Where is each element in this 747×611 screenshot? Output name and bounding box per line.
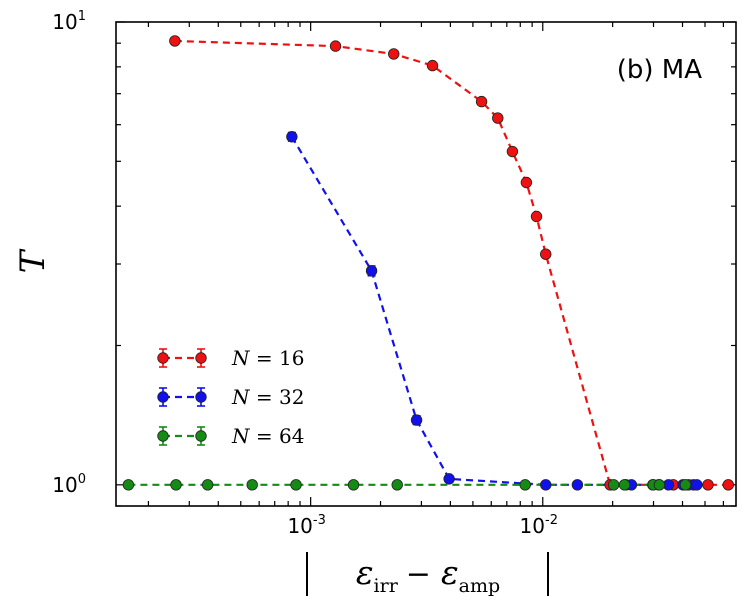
legend-item-16: N = 16 bbox=[157, 346, 304, 370]
legend-marker bbox=[157, 352, 169, 364]
data-point-64 bbox=[201, 479, 214, 491]
legend-marker bbox=[195, 430, 207, 442]
data-point-64 bbox=[618, 479, 631, 491]
x-axis-label: εirr − εamp bbox=[306, 552, 549, 597]
series-line-32 bbox=[290, 136, 697, 486]
legend-marker bbox=[157, 391, 169, 403]
data-point-32 bbox=[571, 479, 584, 491]
data-point-16 bbox=[388, 48, 400, 60]
data-point-32 bbox=[410, 414, 423, 426]
legend-label: N = 64 bbox=[231, 424, 304, 448]
data-point-16 bbox=[475, 95, 488, 108]
data-point-64 bbox=[653, 479, 666, 491]
legend-item-32: N = 32 bbox=[157, 385, 304, 409]
data-point-16 bbox=[329, 40, 342, 52]
data-point-64 bbox=[290, 479, 302, 491]
error-bars bbox=[287, 131, 550, 426]
data-point-32 bbox=[691, 479, 703, 491]
data-point-32 bbox=[286, 131, 298, 143]
y-tick-label: 101 bbox=[52, 9, 86, 34]
data-point-16 bbox=[722, 479, 735, 491]
legend-label: N = 16 bbox=[231, 346, 304, 370]
legend-marker bbox=[195, 352, 207, 364]
panel-label: (b) MA bbox=[617, 55, 702, 85]
data-point-16 bbox=[426, 59, 439, 72]
legend: N = 16 N = 32 N = 64 bbox=[157, 346, 304, 448]
data-point-16 bbox=[702, 479, 714, 491]
data-point-32 bbox=[443, 473, 455, 485]
legend-marker bbox=[195, 391, 207, 403]
data-points bbox=[122, 35, 735, 491]
data-point-16 bbox=[520, 176, 533, 189]
series-line-16 bbox=[174, 39, 729, 486]
data-point-16 bbox=[492, 112, 504, 124]
legend-marker bbox=[157, 430, 169, 442]
tick-labels: 10-3 10-2 100 101 bbox=[52, 9, 558, 538]
x-tick-label: 10-3 bbox=[287, 513, 325, 538]
data-point-16 bbox=[540, 248, 552, 260]
data-point-64 bbox=[170, 479, 182, 491]
major-ticks bbox=[116, 21, 736, 506]
y-axis-label: T bbox=[13, 248, 53, 273]
plot-frame bbox=[115, 21, 737, 507]
data-point-16 bbox=[169, 35, 181, 47]
data-point-32 bbox=[540, 479, 552, 491]
svg-text:εirr−εamp: εirr − εamp bbox=[356, 553, 500, 597]
data-point-16 bbox=[530, 210, 543, 223]
x-tick-label: 10-2 bbox=[520, 513, 558, 538]
legend-label: N = 32 bbox=[231, 385, 304, 409]
data-point-64 bbox=[347, 479, 360, 491]
data-point-64 bbox=[607, 479, 620, 491]
data-point-16 bbox=[506, 145, 519, 158]
y-tick-label: 100 bbox=[52, 472, 86, 497]
data-point-64 bbox=[391, 479, 403, 491]
legend-item-64: N = 64 bbox=[157, 424, 304, 448]
data-point-64 bbox=[519, 479, 531, 491]
data-point-64 bbox=[679, 479, 692, 491]
data-point-64 bbox=[246, 479, 258, 491]
data-point-64 bbox=[122, 479, 135, 491]
minor-ticks bbox=[116, 22, 736, 507]
data-point-32 bbox=[365, 265, 378, 277]
series-lines bbox=[128, 39, 729, 486]
